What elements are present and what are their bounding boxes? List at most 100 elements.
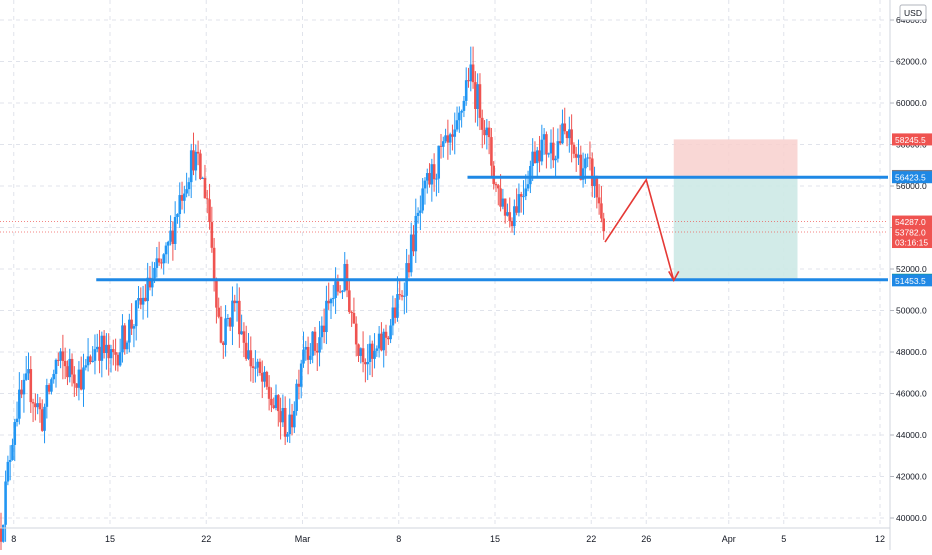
candle — [558, 124, 562, 146]
x-tick-label: Mar — [295, 534, 311, 544]
candle — [391, 295, 395, 336]
candle — [251, 357, 255, 383]
candle — [602, 212, 606, 240]
candle-body — [125, 342, 129, 350]
candle-body — [166, 241, 170, 246]
candle-body — [293, 410, 296, 428]
candle-body — [235, 300, 239, 304]
candle — [325, 285, 328, 345]
candle-body — [36, 403, 39, 408]
candle-body — [364, 362, 367, 365]
candle-body — [545, 134, 548, 155]
candle — [416, 207, 420, 224]
candle — [293, 401, 296, 434]
candle-body — [453, 129, 457, 137]
candle-body — [556, 141, 560, 159]
candle — [551, 127, 555, 168]
candle-body — [242, 331, 246, 343]
candle-body — [444, 135, 447, 142]
candle — [66, 360, 69, 386]
candle — [327, 282, 331, 310]
candle-body — [4, 481, 7, 525]
candle — [414, 198, 418, 263]
candle-body — [162, 254, 166, 264]
y-tick-label: 52000.0 — [896, 264, 927, 274]
candle-body — [462, 100, 466, 111]
candle — [430, 158, 434, 202]
candle — [568, 116, 571, 153]
candle — [396, 276, 399, 322]
candle-body — [205, 198, 209, 200]
candle-body — [247, 350, 250, 359]
candle — [173, 201, 177, 250]
price-label: 53782.003:16:15 — [892, 226, 932, 249]
candle-body — [432, 164, 436, 180]
candle — [586, 153, 589, 168]
candle — [556, 128, 560, 163]
candle — [501, 188, 505, 210]
candle-body — [295, 383, 298, 411]
candle-body — [150, 278, 154, 288]
candle-body — [343, 263, 347, 291]
candle-body — [499, 188, 502, 207]
candle-body — [368, 343, 372, 362]
candle — [579, 145, 583, 181]
candle — [27, 352, 30, 381]
candle-body — [529, 165, 532, 185]
candle-body — [146, 277, 149, 302]
candle-body — [593, 175, 596, 186]
candle-body — [196, 151, 200, 154]
candle — [256, 358, 259, 377]
candle — [125, 340, 129, 354]
candle-body — [570, 129, 573, 145]
y-tick-label: 48000.0 — [896, 347, 927, 357]
candle — [313, 326, 317, 356]
candle-body — [494, 183, 498, 186]
candle-body — [421, 188, 424, 211]
candle — [260, 360, 264, 399]
candle-body — [549, 142, 553, 154]
candle-body — [350, 311, 353, 313]
candle-body — [31, 402, 35, 404]
candle — [61, 334, 65, 380]
candles — [0, 46, 606, 555]
candle — [215, 277, 218, 324]
candle — [446, 119, 450, 160]
candle — [235, 283, 239, 322]
candle-body — [297, 383, 301, 387]
candle — [40, 399, 44, 432]
candle — [73, 366, 76, 397]
candle — [597, 184, 601, 215]
candle-body — [61, 351, 65, 361]
candle — [315, 343, 319, 372]
y-tick-label: 56000.0 — [896, 181, 927, 191]
candle-body — [171, 230, 175, 244]
candle — [86, 338, 90, 372]
candle-body — [334, 281, 337, 298]
candle — [286, 431, 289, 443]
candle — [203, 164, 207, 199]
candle-body — [597, 197, 601, 204]
candle — [439, 134, 443, 159]
candle — [13, 418, 17, 462]
price-label-box — [892, 133, 932, 146]
candle — [403, 282, 406, 315]
candle — [561, 109, 564, 145]
candle — [441, 136, 445, 158]
candle-body — [336, 281, 340, 292]
candle — [100, 331, 104, 378]
candle-body — [194, 151, 198, 171]
candle — [469, 46, 473, 92]
candle-body — [547, 153, 551, 155]
candle-body — [176, 214, 179, 218]
candle — [187, 177, 191, 197]
candle — [302, 331, 305, 368]
candle — [588, 141, 592, 171]
candle-body — [299, 363, 303, 387]
candle — [322, 308, 326, 344]
candle-body — [233, 300, 237, 304]
candle-body — [132, 326, 136, 329]
candle-body — [490, 137, 493, 166]
